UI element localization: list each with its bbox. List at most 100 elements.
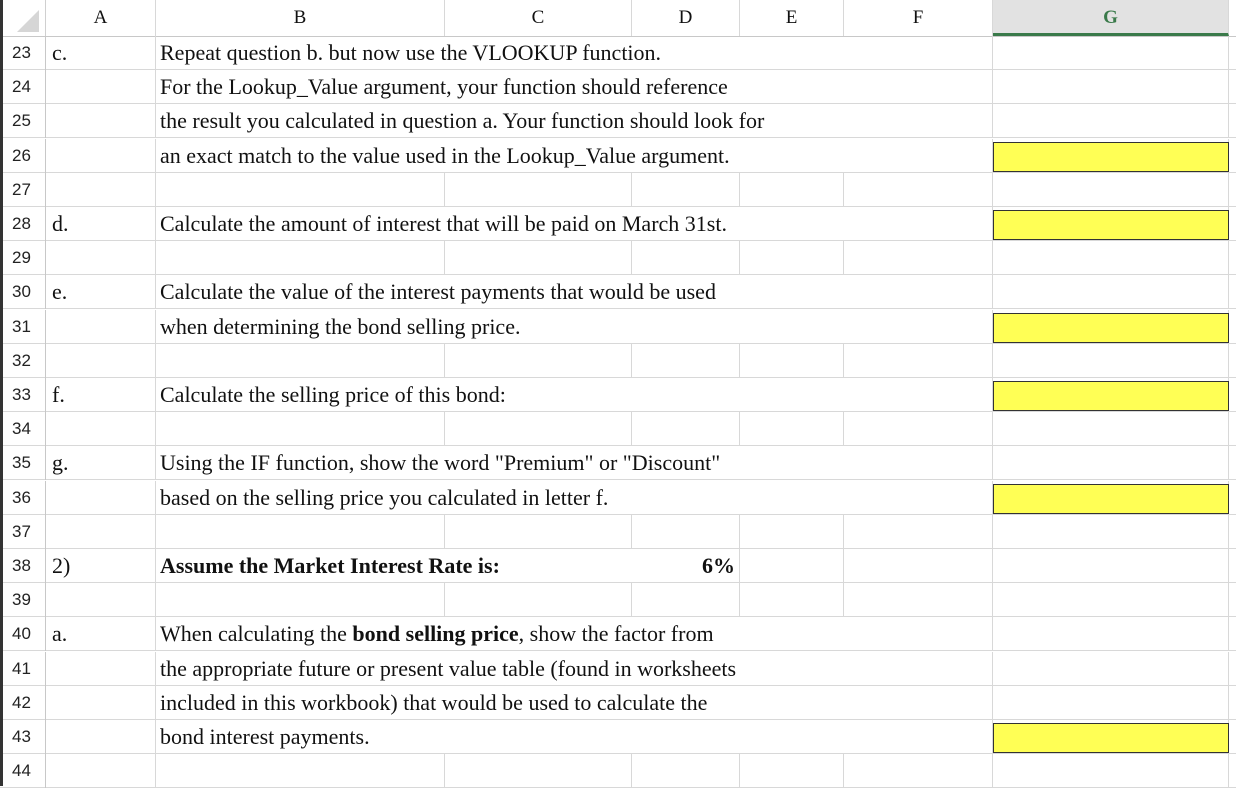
cell-a41[interactable] bbox=[46, 651, 156, 686]
row-header[interactable]: 43 bbox=[3, 720, 46, 754]
cell-a28[interactable] bbox=[46, 207, 156, 241]
cell-a34[interactable] bbox=[46, 412, 156, 447]
answer-cell-g28[interactable] bbox=[993, 210, 1229, 240]
cell-f23[interactable] bbox=[844, 36, 993, 70]
cell-b39[interactable] bbox=[156, 583, 445, 618]
column-header-c[interactable]: C bbox=[445, 0, 632, 36]
cell-g25[interactable] bbox=[993, 104, 1229, 139]
cell-f35[interactable] bbox=[844, 446, 993, 481]
cell-f30[interactable] bbox=[844, 275, 993, 310]
cell-g39[interactable] bbox=[993, 583, 1229, 618]
row-header[interactable]: 29 bbox=[3, 241, 46, 276]
row-header[interactable]: 42 bbox=[3, 685, 46, 720]
cell-a24[interactable] bbox=[46, 70, 156, 105]
answer-cell-g36[interactable] bbox=[993, 483, 1229, 514]
cell-e37[interactable] bbox=[740, 514, 844, 549]
cell-b29[interactable] bbox=[156, 241, 445, 276]
cell-g44[interactable] bbox=[993, 754, 1229, 788]
cell-c32[interactable] bbox=[445, 343, 632, 378]
row-header[interactable]: 25 bbox=[3, 104, 46, 139]
cell-c39[interactable] bbox=[445, 583, 632, 618]
cell-f43[interactable] bbox=[844, 720, 993, 754]
cell-f42[interactable] bbox=[844, 685, 993, 720]
column-header-e[interactable]: E bbox=[740, 0, 844, 36]
cell-d32[interactable] bbox=[632, 343, 740, 378]
column-header-g[interactable]: G bbox=[993, 0, 1229, 36]
select-all-button[interactable] bbox=[0, 0, 46, 36]
column-header-f[interactable]: F bbox=[844, 0, 993, 36]
cell-g23[interactable] bbox=[993, 36, 1229, 70]
cell-a33[interactable] bbox=[46, 378, 156, 412]
row-header[interactable]: 24 bbox=[3, 70, 46, 105]
cell-d27[interactable] bbox=[632, 172, 740, 207]
cell-g42[interactable] bbox=[993, 685, 1229, 720]
cell-d38[interactable] bbox=[632, 549, 740, 583]
cell-a35[interactable] bbox=[46, 446, 156, 481]
cell-d29[interactable] bbox=[632, 241, 740, 276]
row-header[interactable]: 36 bbox=[3, 480, 46, 515]
cell-g32[interactable] bbox=[993, 343, 1229, 378]
cell-d44[interactable] bbox=[632, 754, 740, 788]
answer-cell-g31[interactable] bbox=[993, 312, 1229, 343]
row-header[interactable]: 23 bbox=[3, 36, 46, 70]
cell-f39[interactable] bbox=[844, 583, 993, 618]
cell-b32[interactable] bbox=[156, 343, 445, 378]
row-header[interactable]: 32 bbox=[3, 343, 46, 378]
cell-c29[interactable] bbox=[445, 241, 632, 276]
cell-g37[interactable] bbox=[993, 514, 1229, 549]
cell-a30[interactable] bbox=[46, 275, 156, 310]
cell-a39[interactable] bbox=[46, 583, 156, 618]
cell-b37[interactable] bbox=[156, 514, 445, 549]
cell-f36[interactable] bbox=[844, 480, 993, 515]
column-header-a[interactable]: A bbox=[46, 0, 156, 36]
cell-f34[interactable] bbox=[844, 412, 993, 447]
row-header[interactable]: 41 bbox=[3, 651, 46, 686]
cell-g24[interactable] bbox=[993, 70, 1229, 105]
cell-f28[interactable] bbox=[844, 207, 993, 241]
cell-f27[interactable] bbox=[844, 172, 993, 207]
cell-f29[interactable] bbox=[844, 241, 993, 276]
row-header[interactable]: 39 bbox=[3, 583, 46, 618]
cell-a26[interactable] bbox=[46, 138, 156, 173]
cell-g40[interactable] bbox=[993, 617, 1229, 652]
cell-g29[interactable] bbox=[993, 241, 1229, 276]
cell-a27[interactable] bbox=[46, 172, 156, 207]
cell-a31[interactable] bbox=[46, 309, 156, 344]
answer-cell-g33[interactable] bbox=[993, 381, 1229, 411]
cell-c27[interactable] bbox=[445, 172, 632, 207]
cell-a37[interactable] bbox=[46, 514, 156, 549]
cell-f24[interactable] bbox=[844, 70, 993, 105]
cell-f40[interactable] bbox=[844, 617, 993, 652]
cell-a43[interactable] bbox=[46, 720, 156, 754]
cell-a38[interactable] bbox=[46, 549, 156, 583]
cell-d34[interactable] bbox=[632, 412, 740, 447]
cell-e44[interactable] bbox=[740, 754, 844, 788]
cell-e27[interactable] bbox=[740, 172, 844, 207]
cell-d37[interactable] bbox=[632, 514, 740, 549]
cell-a25[interactable] bbox=[46, 104, 156, 139]
cell-g34[interactable] bbox=[993, 412, 1229, 447]
cell-c44[interactable] bbox=[445, 754, 632, 788]
cell-g41[interactable] bbox=[993, 651, 1229, 686]
cell-e29[interactable] bbox=[740, 241, 844, 276]
row-header[interactable]: 31 bbox=[3, 309, 46, 344]
row-header[interactable]: 34 bbox=[3, 412, 46, 447]
cell-f33[interactable] bbox=[844, 378, 993, 412]
row-header[interactable]: 28 bbox=[3, 207, 46, 241]
row-header[interactable]: 27 bbox=[3, 172, 46, 207]
cell-f31[interactable] bbox=[844, 309, 993, 344]
cell-c34[interactable] bbox=[445, 412, 632, 447]
cell-a29[interactable] bbox=[46, 241, 156, 276]
cell-g27[interactable] bbox=[993, 172, 1229, 207]
row-header[interactable]: 38 bbox=[3, 549, 46, 583]
cell-e39[interactable] bbox=[740, 583, 844, 618]
cell-e32[interactable] bbox=[740, 343, 844, 378]
row-header[interactable]: 37 bbox=[3, 514, 46, 549]
cell-a36[interactable] bbox=[46, 480, 156, 515]
cell-b27[interactable] bbox=[156, 172, 445, 207]
cell-f38[interactable] bbox=[844, 549, 993, 583]
cell-e38[interactable] bbox=[740, 549, 844, 583]
cell-f41[interactable] bbox=[844, 651, 993, 686]
cell-g38[interactable] bbox=[993, 549, 1229, 583]
cell-d39[interactable] bbox=[632, 583, 740, 618]
